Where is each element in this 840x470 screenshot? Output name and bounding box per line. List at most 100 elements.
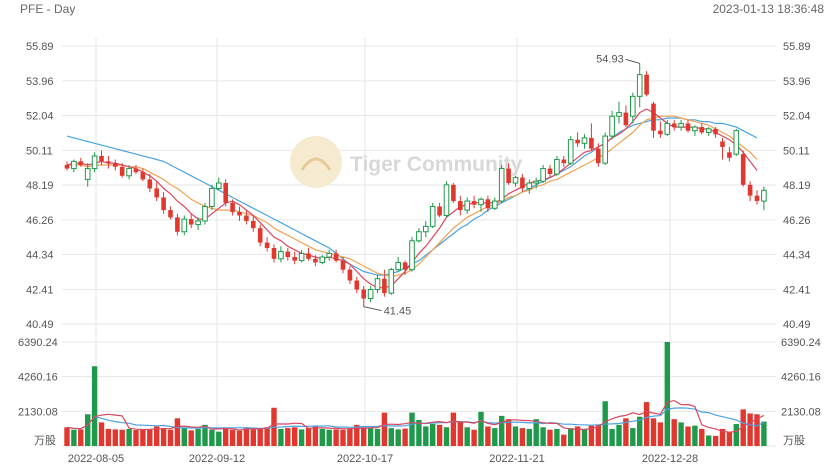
candle-body	[464, 200, 470, 211]
candle-body	[195, 220, 201, 226]
candle-body	[616, 112, 622, 117]
date-tick-label: 2022-09-12	[189, 453, 245, 465]
volume-tick-left: 4260.16	[18, 372, 58, 384]
watermark: Tiger Community	[290, 136, 523, 188]
candle-body	[388, 269, 395, 294]
price-tick-right: 48.19	[783, 180, 811, 192]
volume-bar	[374, 428, 381, 446]
volume-bar	[574, 426, 581, 446]
volume-bar	[381, 412, 388, 446]
volume-bar	[540, 427, 546, 446]
candle-body	[485, 199, 491, 209]
volume-bar	[554, 428, 560, 446]
chart-title: PFE - Day	[20, 2, 76, 16]
candle-body	[609, 115, 615, 137]
price-tick-right: 55.89	[783, 41, 811, 53]
volume-bar	[319, 428, 325, 446]
high-marker-label: 54.93	[596, 53, 624, 65]
volume-bar	[236, 430, 243, 446]
volume-bar	[326, 429, 332, 446]
tiger-logo-stroke	[300, 157, 332, 171]
annotations: 54.93 41.45	[363, 53, 640, 318]
candle-body	[113, 163, 118, 167]
candle-body	[133, 168, 139, 173]
candle-body	[492, 200, 498, 209]
candle-body	[209, 187, 215, 207]
volume-bar	[167, 429, 174, 446]
candle-body	[589, 137, 594, 149]
volume-bar	[229, 429, 236, 446]
candlesticks	[64, 63, 767, 307]
volume-bar	[726, 432, 733, 446]
candle-body	[575, 139, 580, 144]
candle-body	[395, 261, 401, 271]
grid-lines	[62, 38, 776, 447]
candle-body	[347, 269, 353, 281]
candle-body	[533, 180, 540, 184]
volume-bar	[761, 421, 767, 446]
candle-body	[126, 168, 132, 177]
volume-bar	[740, 409, 746, 446]
volume-bar	[71, 429, 77, 446]
candle-body	[761, 189, 767, 202]
watermark-text: Tiger Community	[350, 153, 523, 176]
candle-body	[140, 172, 146, 180]
price-tick-left: 53.96	[26, 76, 54, 88]
candle-body	[630, 95, 636, 117]
volume-bar	[492, 428, 498, 446]
volume-bar	[512, 426, 519, 446]
volume-bar	[526, 428, 532, 446]
price-tick-right: 40.49	[783, 319, 811, 331]
volume-bar	[85, 414, 91, 446]
candle-body	[313, 258, 318, 263]
candle-body	[306, 253, 311, 259]
candle-body	[271, 248, 277, 259]
price-tick-right: 42.41	[783, 284, 811, 296]
price-tick-right: 44.34	[783, 250, 811, 262]
candle-body	[416, 231, 422, 242]
volume-bar	[354, 424, 360, 446]
volume-bar	[91, 366, 98, 446]
volume-ma10-line	[66, 407, 765, 430]
candle-body	[540, 168, 546, 182]
candle-body	[361, 289, 366, 299]
volume-bar	[395, 429, 401, 446]
price-tick-right: 53.96	[783, 76, 811, 88]
volume-bar	[733, 424, 739, 446]
candle-body	[671, 123, 677, 128]
candle-body	[727, 152, 732, 158]
candle-body	[188, 219, 194, 225]
volume-bar	[181, 428, 187, 446]
candle-body	[354, 280, 360, 290]
volume-bar	[423, 426, 429, 446]
candle-body	[747, 184, 753, 196]
candle-body	[161, 197, 166, 211]
candle-body	[402, 262, 408, 270]
volume-bar	[202, 424, 208, 446]
volume-bar	[595, 424, 601, 446]
volume-bar	[505, 419, 512, 446]
volume-bar	[119, 429, 125, 446]
price-tick-left: 55.89	[26, 41, 54, 53]
candle-body	[720, 141, 725, 147]
candle-body	[547, 168, 553, 174]
candle-body	[581, 137, 588, 144]
candle-body	[664, 122, 671, 135]
candle-body	[443, 184, 450, 217]
volume-bar	[588, 425, 595, 446]
candle-body	[471, 201, 477, 205]
volume-bar	[664, 342, 670, 446]
chart-datetime: 2023-01-13 18:36:48	[712, 2, 824, 16]
candle-body	[319, 256, 326, 263]
candle-body	[636, 74, 643, 97]
candle-body	[692, 126, 698, 132]
candle-body	[99, 155, 104, 162]
candle-body	[91, 155, 98, 170]
candle-body	[216, 182, 222, 189]
low-marker-line	[363, 306, 382, 312]
volume-bar	[416, 419, 422, 446]
candle-body	[181, 218, 188, 233]
volume-tick-left: 2130.08	[18, 406, 58, 418]
volume-tick-right: 6390.24	[781, 337, 821, 349]
